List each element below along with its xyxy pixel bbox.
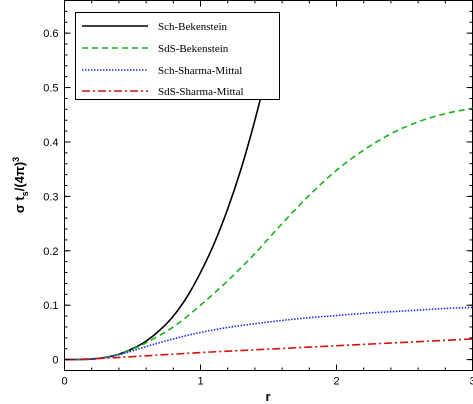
x-axis-label: r <box>265 389 270 404</box>
x-tick-label: 0 <box>61 376 67 388</box>
x-tick-label: 3 <box>469 376 473 388</box>
legend-label-sch-bekenstein: Sch-Bekenstein <box>158 21 228 33</box>
series-line-sch-sharma-mittal <box>64 306 473 361</box>
y-axis-label-sup: 3 <box>11 157 21 162</box>
legend: Sch-Bekenstein SdS-Bekenstein Sch-Sharma… <box>75 12 280 100</box>
y-tick-label: 0 <box>52 355 58 367</box>
y-axis-label: σ ts/(4π)3 <box>11 157 30 213</box>
series-line-sds-sharma-mittal <box>64 338 473 361</box>
y-axis-label-main: σ t <box>12 196 27 214</box>
y-tick-label: 0.5 <box>43 83 58 95</box>
y-axis-label-sub: s <box>20 191 30 196</box>
legend-label-sds-sharma-mittal: SdS-Sharma-Mittal <box>158 86 244 98</box>
legend-box <box>75 12 280 100</box>
series-line-sds-bekenstein <box>64 107 473 361</box>
y-tick-label: 0.1 <box>43 300 58 312</box>
y-tick-label: 0.6 <box>43 28 58 40</box>
y-axis-label-tail: /(4π) <box>12 162 27 191</box>
x-tick-label: 2 <box>333 376 339 388</box>
y-tick-label: 0.2 <box>43 246 58 258</box>
legend-label-sds-bekenstein: SdS-Bekenstein <box>158 43 229 55</box>
y-tick-label: 0.3 <box>43 191 58 203</box>
series-layer <box>64 22 473 361</box>
y-tick-label: 0.4 <box>43 137 58 149</box>
legend-label-sch-sharma-mittal: Sch-Sharma-Mittal <box>158 65 242 77</box>
x-tick-label: 1 <box>197 376 203 388</box>
